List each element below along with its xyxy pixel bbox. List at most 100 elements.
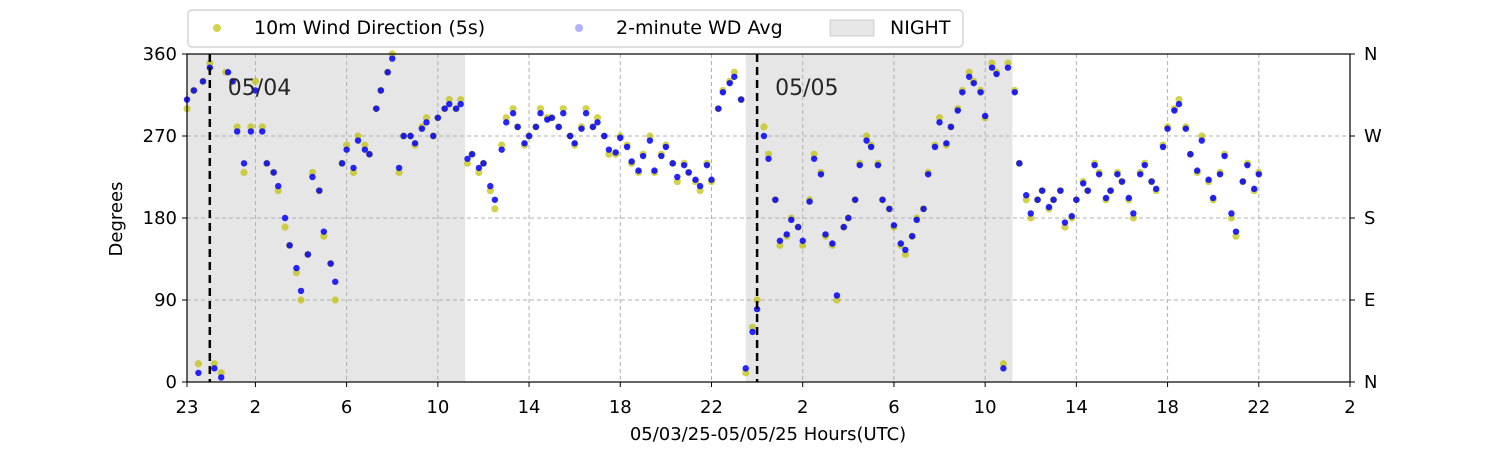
wd-avg-point <box>199 78 207 85</box>
wind-direction-point <box>498 141 506 149</box>
wd-avg-point <box>765 155 772 162</box>
wind-direction-point <box>760 123 768 131</box>
wd-avg-point <box>617 134 624 142</box>
wind-direction-point <box>559 105 567 113</box>
y-tick-label: 0 <box>166 372 177 393</box>
date-marker-layer: 05/04 05/05 <box>208 54 839 382</box>
wd-avg-point <box>965 73 973 80</box>
wind-direction-point <box>799 241 807 249</box>
wd-avg-point <box>411 140 419 147</box>
wd-avg-point <box>224 69 232 76</box>
wd-avg-point <box>639 152 647 160</box>
wind-direction-point <box>999 360 1007 368</box>
wd-avg-point <box>1068 212 1075 220</box>
wd-avg-point <box>350 164 357 172</box>
wd-avg-point <box>1187 151 1194 158</box>
x-tick-label: 6 <box>888 397 899 418</box>
wd-avg-point <box>1205 176 1212 183</box>
wind-direction-point <box>247 123 255 131</box>
wd-avg-point <box>452 105 460 112</box>
wind-direction-point <box>935 114 944 122</box>
wd-avg-point <box>1114 171 1121 178</box>
y-axis-label: Degrees <box>106 182 127 257</box>
wd-avg-point <box>475 164 483 172</box>
legend-night-swatch <box>829 19 875 37</box>
wd-avg-point <box>361 146 369 153</box>
wd-avg-point <box>480 160 487 167</box>
wd-avg-point <box>446 100 453 108</box>
wd-avg-point <box>623 143 631 151</box>
wd-avg-point <box>1171 107 1178 114</box>
wind-direction-point <box>210 360 218 368</box>
series-2min-wd-avg <box>183 55 1262 381</box>
wd-avg-point <box>696 182 704 190</box>
wd-avg-point <box>594 119 601 126</box>
y2-compass-label: E <box>1364 290 1375 311</box>
wind-direction-point <box>475 168 483 177</box>
wd-avg-point <box>867 143 875 151</box>
wind-direction-point <box>1129 214 1137 222</box>
x-tick-label: 22 <box>700 397 723 418</box>
wd-avg-point <box>726 79 733 87</box>
wd-avg-point <box>1045 203 1053 211</box>
wd-avg-point <box>560 110 567 117</box>
wd-avg-point <box>1255 171 1262 178</box>
x-tick-label: 18 <box>609 397 632 418</box>
wd-avg-point <box>537 110 544 117</box>
wd-avg-point <box>487 182 494 190</box>
wd-avg-point <box>943 140 950 147</box>
wd-avg-point <box>646 137 654 144</box>
wd-avg-point <box>902 246 909 254</box>
wd-avg-point <box>669 160 676 167</box>
wd-avg-point <box>1084 187 1091 194</box>
x-tick-label: 2 <box>1344 397 1355 418</box>
wd-avg-point <box>692 176 699 183</box>
wd-avg-point <box>1137 171 1144 178</box>
wd-avg-point <box>270 169 277 176</box>
wind-direction-point <box>422 114 431 122</box>
y2-compass-label: S <box>1364 208 1375 229</box>
wind-direction-point <box>1227 214 1236 222</box>
wind-direction-point <box>509 105 517 113</box>
wd-avg-point <box>281 214 289 222</box>
wd-avg-point <box>309 173 316 181</box>
wd-avg-point <box>1091 161 1098 169</box>
wind-direction-point <box>502 114 510 122</box>
wind-direction-point <box>395 168 403 177</box>
wd-avg-point <box>601 132 608 140</box>
wd-avg-point <box>293 264 300 272</box>
wd-avg-point <box>190 87 198 94</box>
wind-direction-point <box>361 141 369 149</box>
wd-avg-point <box>658 152 665 160</box>
wd-avg-point <box>259 128 266 135</box>
wd-avg-point <box>464 155 471 162</box>
wd-avg-point <box>509 110 517 117</box>
wd-avg-point <box>240 160 248 167</box>
wd-avg-point <box>1016 160 1023 167</box>
wd-avg-point <box>1125 194 1133 202</box>
wd-avg-point <box>817 171 825 178</box>
wd-avg-point <box>742 365 749 372</box>
wind-direction-point <box>776 241 784 249</box>
wd-avg-point <box>384 69 391 76</box>
wd-avg-point <box>297 287 305 295</box>
wd-avg-point <box>794 223 802 231</box>
wd-avg-point <box>1194 167 1201 174</box>
wd-avg-point <box>327 260 334 267</box>
wd-avg-point <box>993 70 1000 78</box>
wd-avg-point <box>1244 161 1251 169</box>
wd-avg-point <box>1011 89 1018 96</box>
wd-avg-point <box>468 151 476 158</box>
legend-label: 2-minute WD Avg <box>616 17 783 39</box>
wind-direction-point <box>810 150 818 158</box>
wd-avg-point <box>908 233 916 240</box>
y-tick-label: 270 <box>143 126 177 147</box>
wind-direction-point <box>331 296 339 304</box>
wd-avg-point <box>879 196 886 203</box>
wd-avg-point <box>555 123 562 131</box>
wind-direction-point <box>582 105 590 113</box>
wd-avg-point <box>1050 196 1057 203</box>
legend-marker <box>575 24 583 32</box>
wd-avg-point <box>737 96 745 103</box>
wd-avg-point <box>1141 161 1148 169</box>
